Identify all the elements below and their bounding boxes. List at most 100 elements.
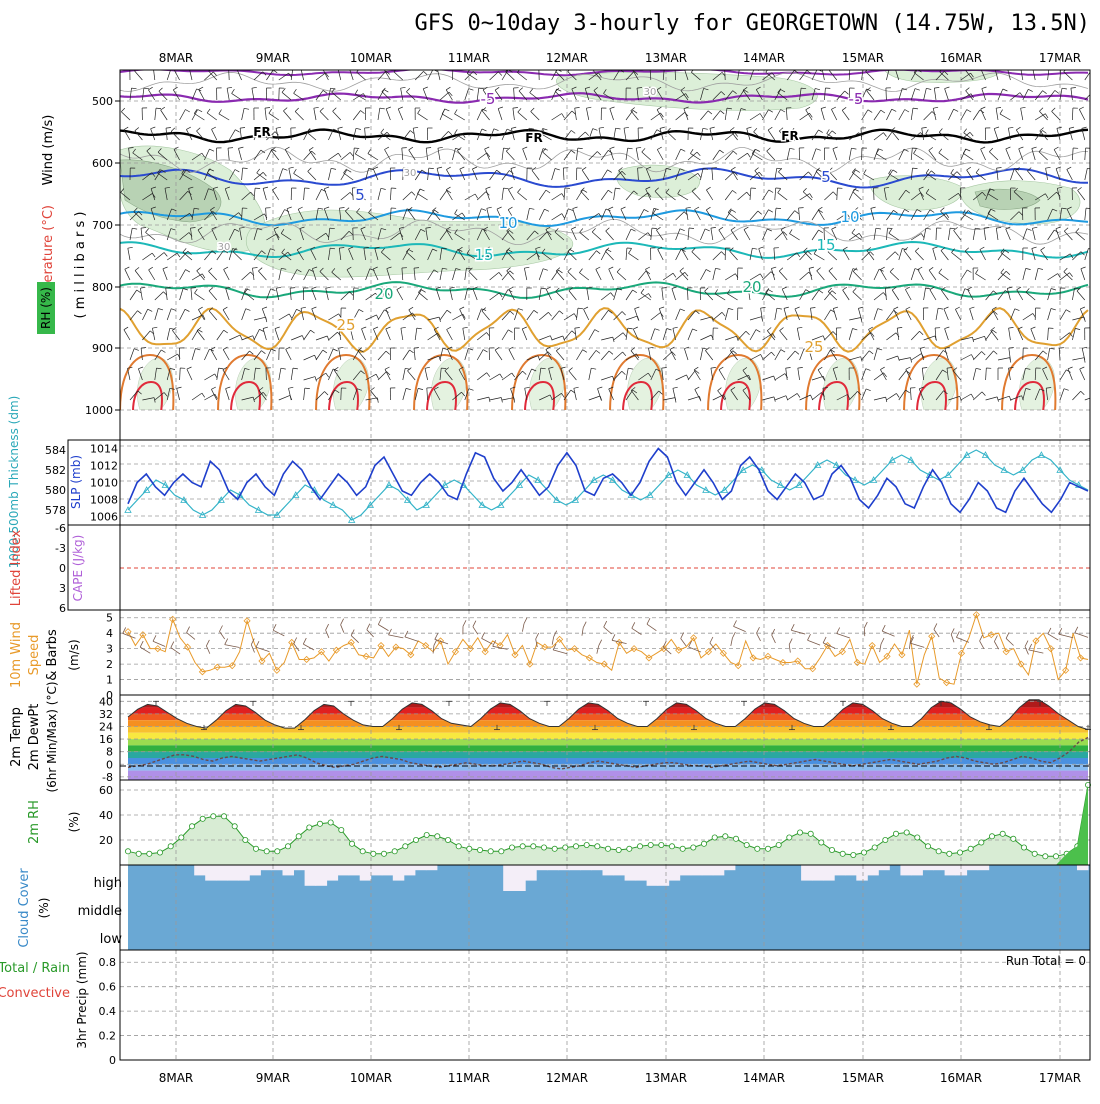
wind-barb [390,188,391,200]
wind-barb-flag [293,68,298,69]
cloud-clear-segment [558,865,570,870]
wind-barb-flag [202,393,205,397]
wind-barb-flag [305,388,310,389]
wind-barb [688,152,697,160]
wind-barb [1069,128,1072,140]
rh-marker [776,842,781,847]
wind-barb-flag [1039,108,1043,112]
wind-barb-flag [263,187,268,188]
wind-barb [1081,269,1085,280]
wind-barb-flag [929,147,933,150]
surface-wind-barb [378,625,388,631]
wind-barb [672,289,676,300]
wind-barb-flag [166,128,171,129]
wind-barb [428,317,440,320]
isotherm-label: 10 [498,214,517,232]
rh-marker [1053,854,1058,859]
wind-barb-flag [518,189,521,193]
wind-barb-flag [350,152,353,156]
wind-barb [1021,108,1023,120]
wind-barb-flag [513,108,518,109]
wind-barb [786,368,788,380]
wind-barb [353,148,354,160]
wind-barb [269,113,279,120]
wind-barb-flag [633,110,637,113]
wind-barb [341,388,342,400]
wind-barb-flag [706,269,710,271]
wind-barb [187,369,192,380]
wind-barb [631,111,639,120]
wind-barb [662,288,663,300]
wind-barb-flag [931,171,935,174]
wind-barb-flag [320,108,324,112]
li-tick-label: -6 [55,522,66,535]
rh-marker [328,820,333,825]
surface-wind-barb [689,647,701,652]
freezing-label: FR [525,131,542,145]
wind-barb [532,170,539,180]
wind-barb-flag [905,110,909,113]
temp-tick-label: 24 [99,720,113,733]
wind-barb [556,291,564,300]
wind-barb-flag [571,130,575,133]
wind-barb [556,351,564,360]
wind-barb [837,188,838,200]
wind-barb-flag [499,272,502,276]
wind-barb [1006,229,1011,240]
cloud-clear-segment [514,865,526,891]
wind-barb-flag [694,367,698,370]
temp-band [120,695,1090,701]
wind-barb-flag [997,397,998,402]
wind-barb [1009,328,1011,340]
rh-marker [179,835,184,840]
cloud-level-label: high [94,876,122,891]
surface-wind-barb [951,634,954,642]
wind-barb [522,329,527,340]
wind-barb-flag [414,268,419,269]
wind-barb-flag [617,268,620,272]
wind-barb-flag [880,267,884,270]
wind-barb-flag [583,190,587,193]
wind-barb [490,293,500,300]
slp-tick-label: 1008 [90,494,118,507]
wind-barb-flag [967,110,971,112]
surface-wind-barb [597,646,599,654]
wind-barb [914,154,924,161]
wind-barb-flag [695,387,699,389]
cloud-clear-segment [205,865,217,881]
wind-barb [539,312,548,320]
wind-barb-flag [153,68,158,69]
wind-barb [508,190,514,200]
wind-barb [976,274,986,280]
rh-marker [264,849,269,854]
wind-barb-flag [463,327,468,328]
wind-barb [800,113,810,120]
ylabel-2m-temp: 2m Temp [9,707,24,767]
wind-barb [775,208,776,220]
wind-barb [543,152,552,160]
wind-barb-flag [756,330,760,333]
wind-barb-flag [698,173,701,177]
wind-barb-flag [876,228,881,229]
wind-barb-flag [1003,89,1008,91]
wind-barb [874,373,884,380]
wind-barb [862,389,867,400]
wind-barb [511,128,514,140]
precip-tick-label: 0 [109,1054,116,1067]
wind-barb [1060,389,1064,400]
wind-barb-flag [228,148,233,149]
wind-barb-flag [289,387,294,388]
wind-barb [440,92,449,100]
isotherm-label: 30 [404,168,417,179]
wind-barb-flag [1064,268,1068,272]
cloud-clear-segment [625,865,637,881]
wind-barb-flag [631,229,636,231]
wind-barb-flag [929,267,933,270]
surface-wind-barb [553,650,567,654]
wind-barb [725,274,735,280]
surface-wind-barb-flag [604,621,607,627]
isotherm-25 [120,308,1088,352]
wind-barb-flag [197,268,201,271]
wind-barb-flag [406,88,409,92]
